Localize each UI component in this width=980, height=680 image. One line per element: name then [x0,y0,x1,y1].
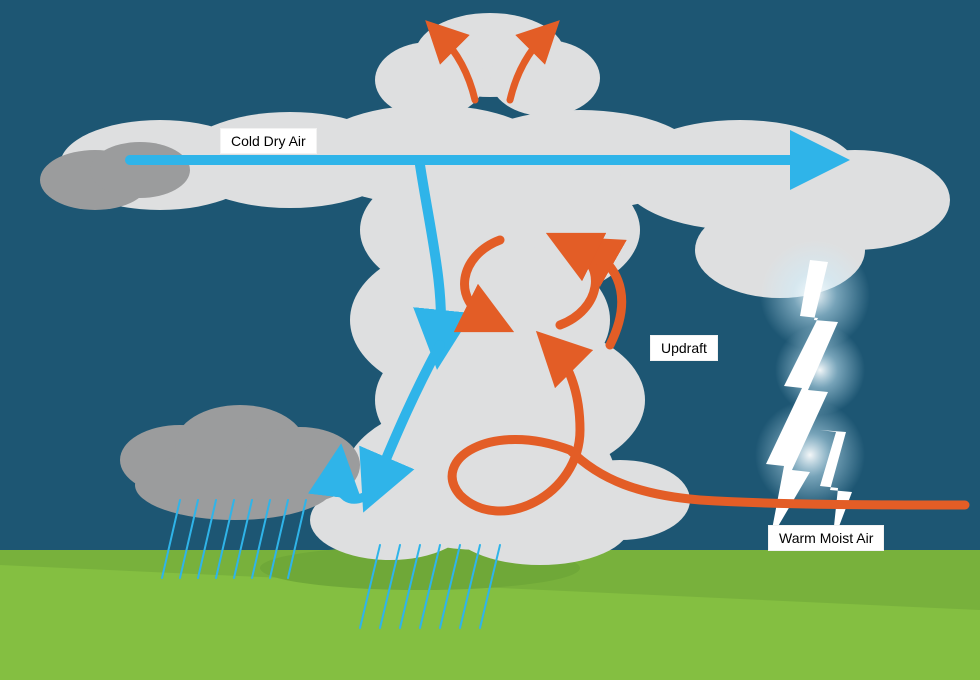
label-cold-dry-air: Cold Dry Air [220,128,317,154]
label-warm-moist-air: Warm Moist Air [768,525,884,551]
label-updraft: Updraft [650,335,718,361]
thunderstorm-diagram: Cold Dry Air Updraft Warm Moist Air [0,0,980,680]
diagram-svg [0,0,980,680]
